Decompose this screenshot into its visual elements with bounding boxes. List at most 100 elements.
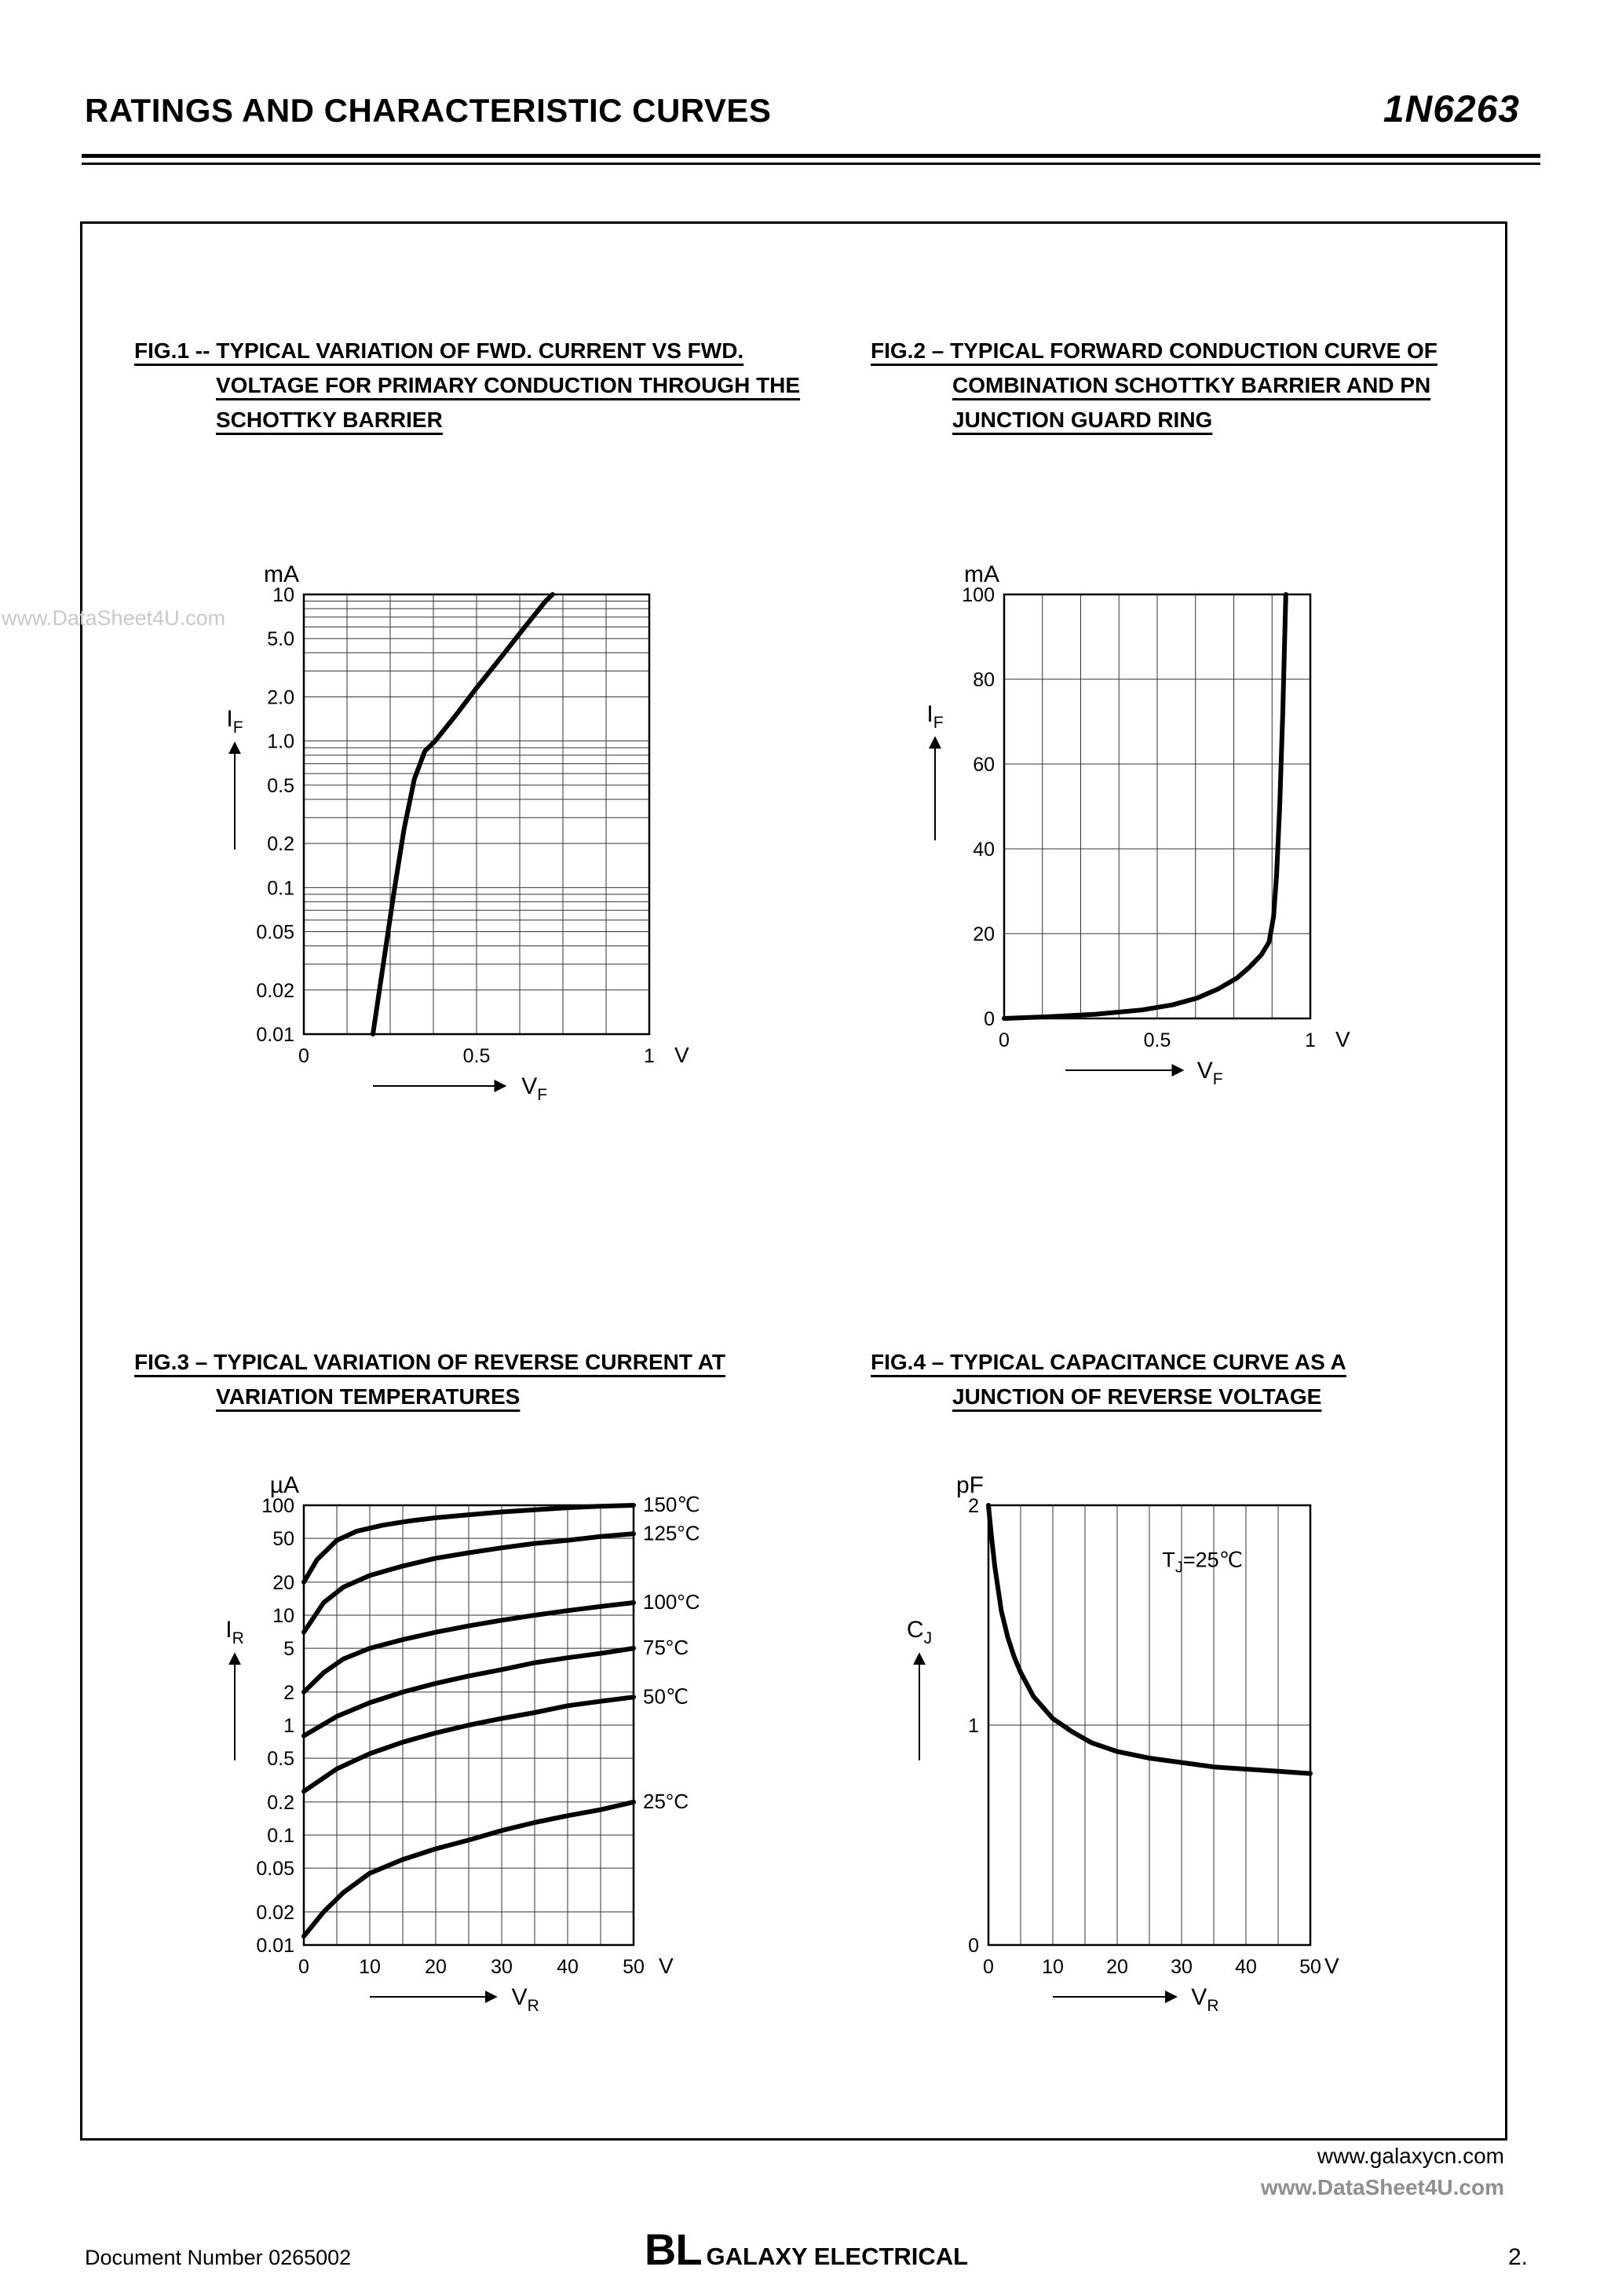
svg-text:40: 40 xyxy=(557,1956,579,1978)
plot-border xyxy=(1003,593,1312,1020)
y-unit-label: pF xyxy=(956,1472,984,1498)
x-axis-label: VR xyxy=(1191,1984,1218,2015)
galaxycn-url: www.galaxycn.com xyxy=(1317,2144,1504,2168)
figure-title-line: COMBINATION SCHOTTKY BARRIER AND PN xyxy=(952,373,1431,397)
svg-text:60: 60 xyxy=(973,754,995,776)
svg-text:0.1: 0.1 xyxy=(267,1825,294,1847)
series-label-reverse-current-75c: 75°C xyxy=(643,1636,689,1659)
figure-title-line: FIG.1 -- TYPICAL VARIATION OF FWD. CURRE… xyxy=(134,338,744,363)
svg-text:10: 10 xyxy=(272,584,294,606)
svg-text:0: 0 xyxy=(298,1045,309,1067)
svg-text:0.5: 0.5 xyxy=(267,775,294,797)
footer-links: www.galaxycn.com www.DataSheet4U.com xyxy=(1261,2141,1504,2203)
svg-text:0: 0 xyxy=(984,1008,995,1030)
grid-lines xyxy=(1003,594,1311,1019)
datasheet4u-url: www.DataSheet4U.com xyxy=(1260,2175,1504,2199)
svg-text:1: 1 xyxy=(283,1715,294,1737)
series-reverse-current-25c xyxy=(301,1799,636,1939)
axis-labels: IF VF xyxy=(226,706,547,1104)
svg-text:10: 10 xyxy=(1042,1956,1064,1978)
figure-title-line: FIG.2 – TYPICAL FORWARD CONDUCTION CURVE… xyxy=(871,338,1438,363)
svg-text:0.05: 0.05 xyxy=(256,922,294,944)
y-unit-label: mA xyxy=(964,561,999,587)
chart-annotation: TJ=25℃ xyxy=(1162,1548,1243,1576)
series-reverse-current-50c xyxy=(301,1695,636,1794)
axis-labels: IR VR xyxy=(225,1617,539,2015)
part-number: 1N6263 xyxy=(1383,89,1520,130)
x-unit-label: V xyxy=(1324,1954,1339,1978)
svg-text:0.1: 0.1 xyxy=(267,877,294,899)
figure-title-line: VOLTAGE FOR PRIMARY CONDUCTION THROUGH T… xyxy=(216,373,801,397)
series-junction-capacitance xyxy=(986,1503,1313,1776)
figure-3-chart: 100 50 20 10 5 2 1 0.5 0.2 0.1 0.05 0.02 0.010 10 20 30… xyxy=(225,1472,700,2015)
svg-text:0.02: 0.02 xyxy=(256,980,294,1002)
figures-box: FIG.1 -- TYPICAL VARIATION OF FWD. CURRE… xyxy=(80,221,1507,2141)
svg-text:20: 20 xyxy=(425,1956,447,1978)
plot-border xyxy=(987,1504,1312,1947)
y-unit-label: mA xyxy=(264,561,299,587)
plot-border xyxy=(302,593,651,1036)
svg-text:0.01: 0.01 xyxy=(256,1935,294,1957)
svg-text:80: 80 xyxy=(973,669,995,691)
svg-text:50: 50 xyxy=(272,1528,294,1550)
svg-text:0.01: 0.01 xyxy=(256,1024,294,1046)
figure-4: FIG.4 – TYPICAL CAPACITANCE CURVE AS A JU… xyxy=(871,1345,1483,2047)
y-axis-label: IR xyxy=(225,1617,244,1647)
y-axis-label: CJ xyxy=(907,1617,932,1647)
svg-text:2: 2 xyxy=(968,1495,979,1517)
y-axis-label: IF xyxy=(926,701,943,732)
brand-logo: BL GALAXY ELECTRICAL xyxy=(645,2224,968,2275)
svg-text:0: 0 xyxy=(999,1029,1010,1051)
page-number: 2. xyxy=(1507,2244,1528,2270)
x-unit-label: V xyxy=(659,1954,674,1978)
axis-labels: IF VF xyxy=(926,701,1222,1088)
x-unit-label: V xyxy=(674,1043,689,1067)
plot-border xyxy=(302,1504,635,1947)
figure-title-line: VARIATION TEMPERATURES xyxy=(216,1384,521,1409)
x-axis-label: VF xyxy=(521,1073,547,1104)
figure-title-line: JUNCTION GUARD RING xyxy=(952,408,1213,432)
figure-1-title: FIG.1 -- TYPICAL VARIATION OF FWD. CURRE… xyxy=(134,334,809,437)
document-number: Document Number 0265002 xyxy=(85,2246,352,2269)
svg-text:0: 0 xyxy=(968,1935,979,1957)
svg-text:40: 40 xyxy=(1235,1956,1257,1978)
svg-text:30: 30 xyxy=(491,1956,513,1978)
svg-text:50: 50 xyxy=(623,1956,645,1978)
series-reverse-current-125c xyxy=(301,1531,636,1635)
header-rule xyxy=(82,154,1540,165)
brand-name: GALAXY ELECTRICAL xyxy=(706,2243,969,2270)
svg-text:20: 20 xyxy=(272,1572,294,1594)
page-footer: Document Number 0265002 BL GALAXY ELECTR… xyxy=(85,2224,1528,2275)
grid-lines xyxy=(303,594,650,1035)
svg-text:20: 20 xyxy=(1106,1956,1128,1978)
svg-text:0: 0 xyxy=(298,1956,309,1978)
series-reverse-current-100c xyxy=(301,1600,636,1695)
svg-text:100: 100 xyxy=(962,584,995,606)
svg-text:100: 100 xyxy=(261,1495,294,1517)
series-label-reverse-current-150c: 150℃ xyxy=(643,1493,700,1516)
svg-text:0.05: 0.05 xyxy=(256,1858,294,1880)
watermark-text: www.DataSheet4U.com xyxy=(2,606,226,630)
svg-text:2: 2 xyxy=(283,1682,294,1704)
svg-text:30: 30 xyxy=(1171,1956,1193,1978)
page-header: RATINGS AND CHARACTERISTIC CURVES 1N6263 xyxy=(85,88,1520,131)
figure-title-line: FIG.4 – TYPICAL CAPACITANCE CURVE AS A xyxy=(871,1350,1346,1374)
svg-text:1.0: 1.0 xyxy=(267,731,294,753)
series-reverse-current-75c xyxy=(301,1646,636,1738)
svg-text:20: 20 xyxy=(973,923,995,945)
svg-text:40: 40 xyxy=(973,839,995,861)
series-label-reverse-current-125c: 125°C xyxy=(643,1521,700,1545)
svg-text:1: 1 xyxy=(644,1045,655,1067)
brand-initials: BL xyxy=(644,2225,703,2274)
figure-title-line: JUNCTION OF REVERSE VOLTAGE xyxy=(952,1384,1322,1409)
page-title: RATINGS AND CHARACTERISTIC CURVES xyxy=(85,92,772,129)
series-combined-forward-current xyxy=(1002,592,1288,1021)
svg-text:0.2: 0.2 xyxy=(267,1792,294,1814)
figure-1-chart: 10 5.0 2.0 1.0 0.5 0.2 0.1 0.05 0.02 0.010 0.5 1 VmA… xyxy=(226,561,689,1104)
svg-text:10: 10 xyxy=(272,1605,294,1627)
tick-labels: 100 50 20 10 5 2 1 0.5 0.2 0.1 0.05 0.02 0.010 10 20 30… xyxy=(256,1472,674,1978)
figure-2-chart: 100 80 60 40 20 00 0.5 1 VmA IF VF xyxy=(926,561,1350,1088)
svg-text:1: 1 xyxy=(1305,1029,1316,1051)
